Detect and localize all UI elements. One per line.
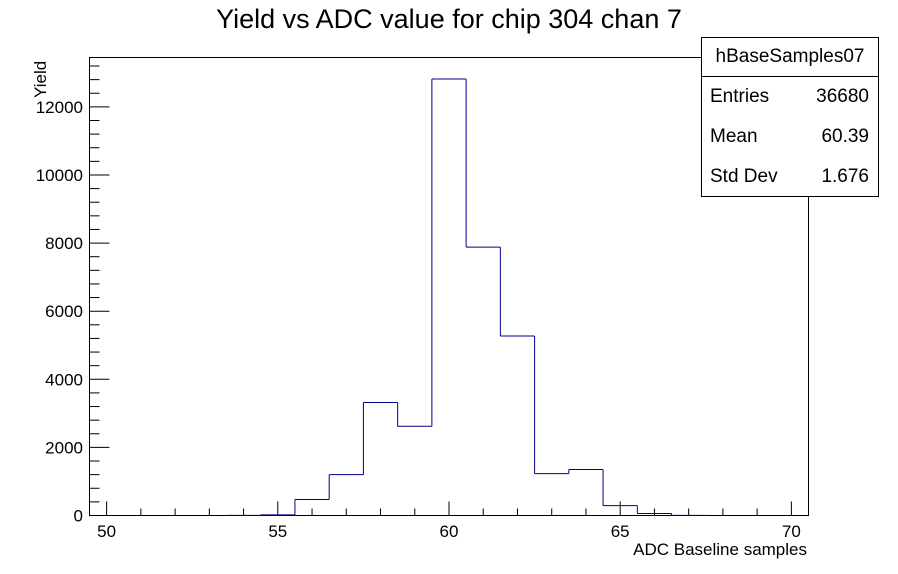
x-tick-label: 55	[268, 522, 287, 541]
y-tick-label: 0	[74, 507, 83, 526]
stats-label-stddev: Std Dev	[710, 166, 778, 187]
y-tick-label: 12000	[36, 98, 83, 117]
stats-row-mean: Mean 60.39	[702, 117, 878, 157]
x-tick-label: 70	[782, 522, 801, 541]
y-tick-label: 6000	[45, 302, 83, 321]
y-axis-label: Yield	[31, 61, 50, 98]
stats-row-stddev: Std Dev 1.676	[702, 157, 878, 197]
stats-box: hBaseSamples07 Entries 36680 Mean 60.39 …	[701, 37, 879, 197]
histogram-bars	[225, 78, 707, 516]
y-tick-label: 8000	[45, 234, 83, 253]
y-axis: 0 2000 4000 6000 8000 10000 12000	[36, 65, 110, 526]
stats-value-mean: 60.39	[821, 126, 869, 147]
x-tick-label: 50	[97, 522, 116, 541]
stats-row-entries: Entries 36680	[702, 77, 878, 117]
y-tick-label: 4000	[45, 370, 83, 389]
y-tick-label: 2000	[45, 438, 83, 457]
stats-label-mean: Mean	[710, 126, 758, 147]
stats-label-entries: Entries	[710, 86, 770, 107]
x-axis: 50 55 60 65 70	[97, 501, 801, 541]
stats-value-entries: 36680	[816, 86, 869, 107]
stats-value-stddev: 1.676	[821, 166, 869, 187]
y-tick-label: 10000	[36, 166, 83, 185]
x-tick-label: 65	[611, 522, 630, 541]
stats-title: hBaseSamples07	[702, 38, 878, 77]
x-axis-label: ADC Baseline samples	[633, 540, 807, 559]
chart-title: Yield vs ADC value for chip 304 chan 7	[216, 4, 682, 34]
x-tick-label: 60	[440, 522, 459, 541]
